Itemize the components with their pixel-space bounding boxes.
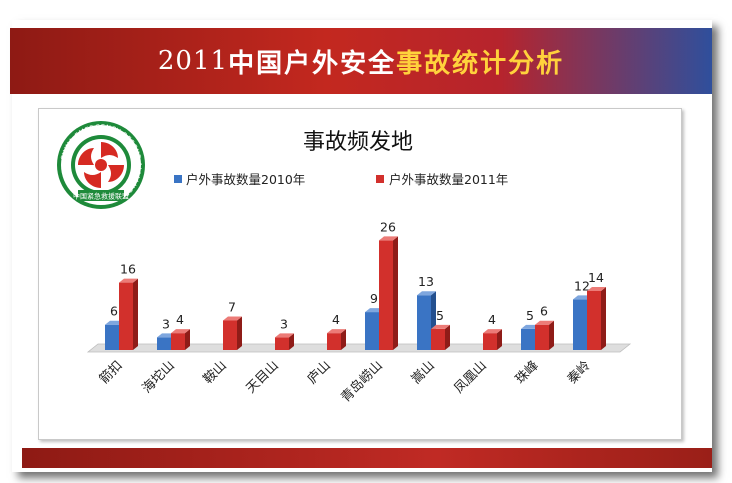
data-label-2010-5: 9: [370, 291, 378, 306]
logo-bottom-text: 中国紧急救援联盟: [73, 192, 129, 201]
data-label-2011-3: 3: [280, 316, 288, 331]
bar-2011-9: [587, 287, 606, 350]
data-label-2011-8: 6: [540, 304, 548, 319]
bar-2011-7: [483, 329, 502, 350]
data-label-2011-0: 16: [120, 262, 136, 277]
category-label-6: 嵩山: [409, 358, 438, 387]
legend-swatch-2011: [376, 175, 384, 183]
title-highlight: 事故统计分析: [396, 48, 565, 79]
data-label-2010-1: 3: [162, 316, 170, 331]
logo: CHINA EMERGENCY RESCUE ALLIANCE 中国紧急救援联盟: [52, 118, 150, 212]
category-label-9: 秦岭: [565, 358, 594, 387]
data-label-2011-1: 4: [176, 312, 184, 327]
bar-2011-8: [535, 320, 554, 350]
legend-label-2010: 户外事故数量2010年: [186, 172, 305, 187]
category-label-3: 天目山: [244, 358, 282, 396]
data-label-2011-2: 7: [228, 300, 236, 315]
category-label-1: 海坨山: [139, 358, 178, 397]
category-labels: 箭扣 海坨山 鞍山 天目山 庐山 青岛崂山 嵩山 凤凰山 珠峰 秦岭: [96, 358, 594, 406]
chart-legend: 户外事故数量2010年 户外事故数量2011年: [174, 172, 508, 187]
data-label-2011-6: 5: [436, 308, 444, 323]
category-label-4: 庐山: [305, 358, 334, 387]
data-label-2010-6: 13: [418, 274, 434, 289]
data-label-2011-5: 26: [380, 219, 396, 234]
bar-2011-0: [119, 278, 138, 350]
title-year: 2011: [157, 46, 229, 76]
bar-2011-5: [379, 236, 398, 350]
title-mid: 中国户外安全: [228, 48, 397, 79]
data-label-2010-9: 12: [574, 278, 590, 293]
rescue-alliance-logo-icon: CHINA EMERGENCY RESCUE ALLIANCE 中国紧急救援联盟: [57, 121, 145, 209]
bottom-bar: [22, 448, 712, 468]
bar-2011-4: [327, 329, 346, 350]
chart-title: 事故频发地: [303, 130, 413, 155]
category-label-8: 珠峰: [513, 358, 542, 387]
data-label-2010-0: 6: [110, 304, 118, 319]
bar-2010-6: [417, 291, 436, 350]
legend-label-2011: 户外事故数量2011年: [389, 172, 508, 187]
data-label-2011-9: 14: [588, 270, 604, 285]
bar-2011-1: [171, 329, 190, 350]
category-label-7: 凤凰山: [452, 358, 490, 396]
legend-swatch-2010: [174, 175, 182, 183]
category-label-0: 箭扣: [96, 358, 126, 388]
category-label-2: 鞍山: [200, 358, 230, 388]
bar-2011-6: [431, 324, 450, 350]
title-bar: 2011 中国户外安全 事故统计分析: [10, 28, 712, 94]
bar-2011-3: [275, 333, 294, 350]
data-label-2011-4: 4: [332, 312, 340, 327]
data-label-2011-7: 4: [488, 312, 496, 327]
category-label-5: 青岛崂山: [338, 358, 386, 406]
data-label-2010-8: 5: [526, 308, 534, 323]
bar-2011-2: [223, 316, 242, 350]
